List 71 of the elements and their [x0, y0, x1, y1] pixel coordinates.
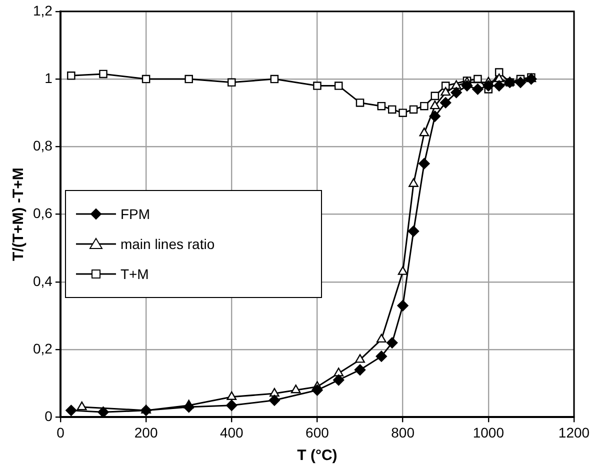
- point: [184, 74, 193, 84]
- point: [386, 337, 398, 348]
- y-tick-label: 1: [44, 70, 53, 86]
- point: [482, 80, 494, 92]
- point: [429, 110, 441, 122]
- point: [409, 105, 418, 114]
- x-axis-title: T (°C): [297, 447, 338, 464]
- point: [430, 100, 440, 110]
- point: [333, 374, 344, 386]
- point: [355, 354, 365, 363]
- point: [226, 400, 238, 411]
- point: [450, 86, 462, 98]
- x-tick-label: 600: [306, 424, 330, 440]
- y-tick-label: 1,2: [32, 2, 53, 18]
- point: [398, 266, 408, 275]
- point: [377, 102, 386, 110]
- point: [408, 178, 418, 187]
- legend-label: T+M: [120, 266, 149, 282]
- legend-label: FPM: [120, 206, 150, 222]
- point: [334, 82, 343, 90]
- point: [418, 158, 430, 170]
- legend-label: main lines ratio: [120, 236, 215, 252]
- point: [356, 98, 364, 107]
- y-tick-label: 0,4: [32, 272, 53, 289]
- x-tick-label: 200: [134, 424, 158, 440]
- point: [494, 80, 505, 92]
- x-tick-label: 800: [391, 424, 415, 440]
- point: [313, 82, 322, 90]
- point: [376, 350, 388, 362]
- point: [420, 102, 428, 110]
- y-tick-label: 0: [44, 408, 53, 424]
- point: [183, 401, 194, 413]
- point: [514, 76, 526, 88]
- y-tick-label: 0,8: [32, 138, 53, 154]
- point: [397, 300, 408, 312]
- point: [430, 92, 440, 100]
- point: [140, 404, 152, 416]
- point: [142, 74, 150, 84]
- point: [451, 80, 462, 89]
- point: [312, 384, 323, 396]
- x-tick-label: 1200: [558, 424, 590, 440]
- point: [354, 364, 366, 376]
- point: [494, 73, 504, 82]
- y-axis-title: T/(T+M) -T+M: [10, 168, 28, 261]
- point: [440, 97, 452, 108]
- point: [398, 108, 407, 117]
- point: [270, 388, 280, 397]
- point: [76, 401, 87, 410]
- point: [388, 105, 396, 114]
- point: [268, 394, 280, 406]
- x-tick-label: 0: [56, 424, 65, 440]
- point: [290, 384, 301, 394]
- point: [67, 72, 76, 80]
- point: [461, 80, 473, 92]
- point: [228, 78, 236, 87]
- x-tick-label: 400: [220, 424, 244, 440]
- point: [526, 73, 537, 85]
- y-tick-label: 0,2: [32, 340, 53, 356]
- point: [440, 86, 451, 96]
- point: [408, 226, 420, 237]
- x-tick-label: 1000: [472, 424, 504, 440]
- point: [270, 74, 279, 84]
- point: [376, 334, 386, 343]
- point: [472, 84, 484, 95]
- point: [99, 70, 108, 78]
- point: [98, 406, 109, 418]
- point: [334, 368, 344, 376]
- point: [419, 128, 430, 136]
- point: [66, 404, 77, 416]
- y-tick-label: 0,6: [32, 205, 53, 222]
- point: [226, 391, 237, 400]
